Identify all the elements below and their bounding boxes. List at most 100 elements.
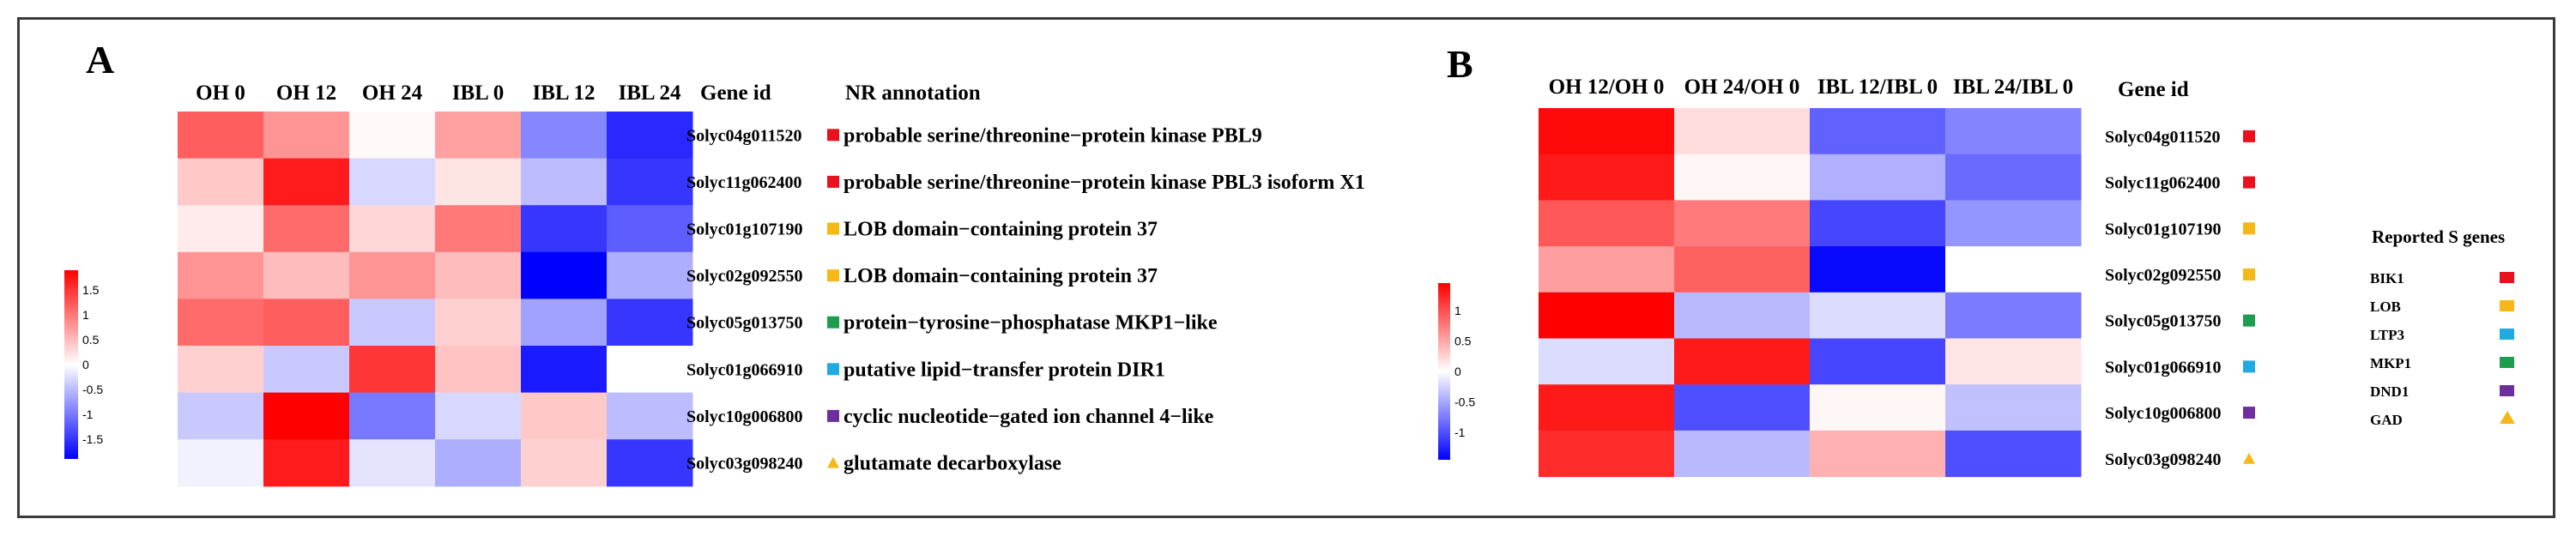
panel-a-group-marker [827, 409, 839, 422]
panel-b-heatmap-cell [1674, 292, 1811, 339]
panel-a-heatmap-cell [435, 158, 522, 206]
panel-b-group-marker [2243, 222, 2255, 235]
panel-b-column-label: IBL 12/IBL 0 [1817, 75, 1938, 99]
panel-a-colorbar [64, 270, 78, 459]
panel-b-gene-id: Solyc04g011520 [2105, 128, 2220, 147]
panel-a-annotation: LOB domain−containing protein 37 [844, 265, 1158, 287]
panel-a-heatmap-cell [521, 299, 608, 347]
panel-a-colorbar-tick: 1.5 [82, 283, 100, 297]
panel-a-group-marker [827, 456, 839, 468]
panel-b-colorbar-tick: 1 [1454, 304, 1461, 317]
panel-a-heatmap-cell [178, 346, 264, 394]
panel-a-annotation: protein−tyrosine−phosphatase MKP1−like [844, 312, 1218, 335]
panel-b-heatmap-cell [1539, 246, 1675, 293]
panel-a-heatmap-cell [435, 112, 522, 160]
panel-b-group-marker [2243, 268, 2255, 281]
panel-a-heatmap-cell [607, 439, 693, 487]
panel-a-heatmap-cell [178, 205, 264, 253]
panel-a-heatmap-cell [263, 439, 350, 487]
panel-a-gene-id: Solyc03g098240 [686, 455, 803, 474]
panel-a-heatmap-cell [521, 158, 608, 206]
panel-b-heatmap-cell [1945, 430, 2082, 478]
panel-b-heatmap-cell [1945, 246, 2082, 293]
panel-a-annotation: cyclic nucleotide−gated ion channel 4−li… [844, 406, 1214, 428]
legend-triangle-icon [2500, 411, 2515, 424]
panel-a-column-label: IBL 0 [452, 81, 504, 105]
panel-b-heatmap-cell [1810, 338, 1946, 385]
panel-b-heatmap-cell [1674, 108, 1811, 155]
panel-a-heatmap-cell [263, 299, 350, 347]
panel-a-heatmap-cell [178, 251, 264, 299]
legend-title: Reported S genes [2372, 226, 2505, 247]
panel-b-heatmap-cell [1945, 108, 2082, 155]
panel-b-heatmap-cell [1810, 430, 1946, 478]
panel-a-annotation: probable serine/threonine−protein kinase… [844, 124, 1262, 147]
panel-b-heatmap-cell [1945, 338, 2082, 385]
panel-a-heatmap-cell [178, 392, 264, 440]
panel-a-heatmap-cell [349, 439, 436, 487]
panel-a-heatmap-cell [521, 439, 608, 487]
panel-a-heatmap-cell [521, 112, 608, 160]
panel-a-gene-id: Solyc01g066910 [686, 360, 803, 379]
panel-b-heatmap-cell [1539, 154, 1675, 201]
panel-a-column-label: OH 12 [276, 81, 336, 105]
panel-a-column-label: IBL 12 [533, 81, 596, 105]
panel-a-heatmap-cell [349, 299, 436, 347]
panel-b-heatmap-cell [1539, 292, 1675, 339]
panel-b-heatmap-cell [1945, 200, 2082, 247]
panel-a-heatmap-cell [263, 346, 350, 394]
panel-a-heatmap-cell [521, 346, 608, 394]
legend-square-icon [2500, 329, 2514, 340]
panel-b-column-label: OH 12/OH 0 [1549, 75, 1665, 99]
panel-b-gene-id: Solyc03g098240 [2105, 450, 2222, 469]
panel-a-heatmap-cell [435, 392, 522, 440]
panel-b-heatmap-cell [1539, 338, 1675, 385]
panel-a-gene-id: Solyc04g011520 [686, 126, 801, 145]
panel-a-group-marker [827, 269, 839, 282]
panel-b-heatmap-cell [1810, 246, 1946, 293]
panel-a-heatmap-cell [521, 392, 608, 440]
panel-a-annotation-header: NR annotation [845, 81, 981, 105]
panel-a-colorbar-tick: 0 [82, 358, 89, 371]
panel-a-gene-id: Solyc11g062400 [686, 173, 801, 192]
panel-a-heatmap-cell [435, 251, 522, 299]
panel-b-heatmap-cell [1945, 154, 2082, 201]
panel-b-gene-id: Solyc02g092550 [2105, 266, 2222, 285]
legend-square-icon [2500, 272, 2514, 283]
legend-item-label: MKP1 [2370, 355, 2411, 371]
panel-a-heatmap-cell [435, 205, 522, 253]
panel-a-heatmap-cell [435, 299, 522, 347]
panel-a-annotation: LOB domain−containing protein 37 [844, 219, 1158, 241]
panel-a-gene-id: Solyc10g006800 [686, 407, 803, 426]
legend-square-icon [2500, 357, 2514, 368]
panel-a-heatmap-cell [521, 251, 608, 299]
panel-b-heatmap-cell [1810, 384, 1946, 431]
panel-a-heatmap-cell [349, 251, 436, 299]
panel-b-colorbar [1438, 283, 1450, 460]
panel-a-annotation: putative lipid−transfer protein DIR1 [844, 359, 1165, 381]
panel-b-heatmap-cell [1539, 430, 1675, 478]
panel-a-group-marker [827, 129, 839, 142]
legend-item-label: BIK1 [2370, 270, 2404, 287]
legend-item-label: LOB [2370, 299, 2401, 315]
panel-a-heatmap-cell [349, 158, 436, 206]
panel-a-heatmap-cell [263, 251, 350, 299]
figure-frame [17, 17, 2555, 518]
panel-a-letter: A [86, 38, 114, 81]
panel-a-annotation: glutamate decarboxylase [844, 453, 1061, 475]
panel-b-group-marker [2243, 176, 2255, 189]
panel-a-heatmap-cell [607, 205, 693, 253]
panel-b-group-marker [2243, 407, 2255, 419]
panel-b-gene-header: Gene id [2118, 78, 2189, 101]
panel-b-gene-id: Solyc11g062400 [2105, 174, 2220, 193]
panel-b-heatmap-cell [1674, 384, 1811, 431]
panel-b-heatmap-cell [1674, 154, 1811, 201]
panel-b-gene-id: Solyc01g066910 [2105, 358, 2222, 377]
panel-a-group-marker [827, 175, 839, 188]
legend-square-icon [2500, 385, 2514, 396]
panel-a-colorbar-tick: 0.5 [82, 333, 100, 347]
panel-a-gene-id: Solyc05g013750 [686, 314, 803, 333]
panel-a-column-label: OH 24 [362, 81, 423, 105]
panel-a-heatmap-cell [263, 158, 350, 206]
